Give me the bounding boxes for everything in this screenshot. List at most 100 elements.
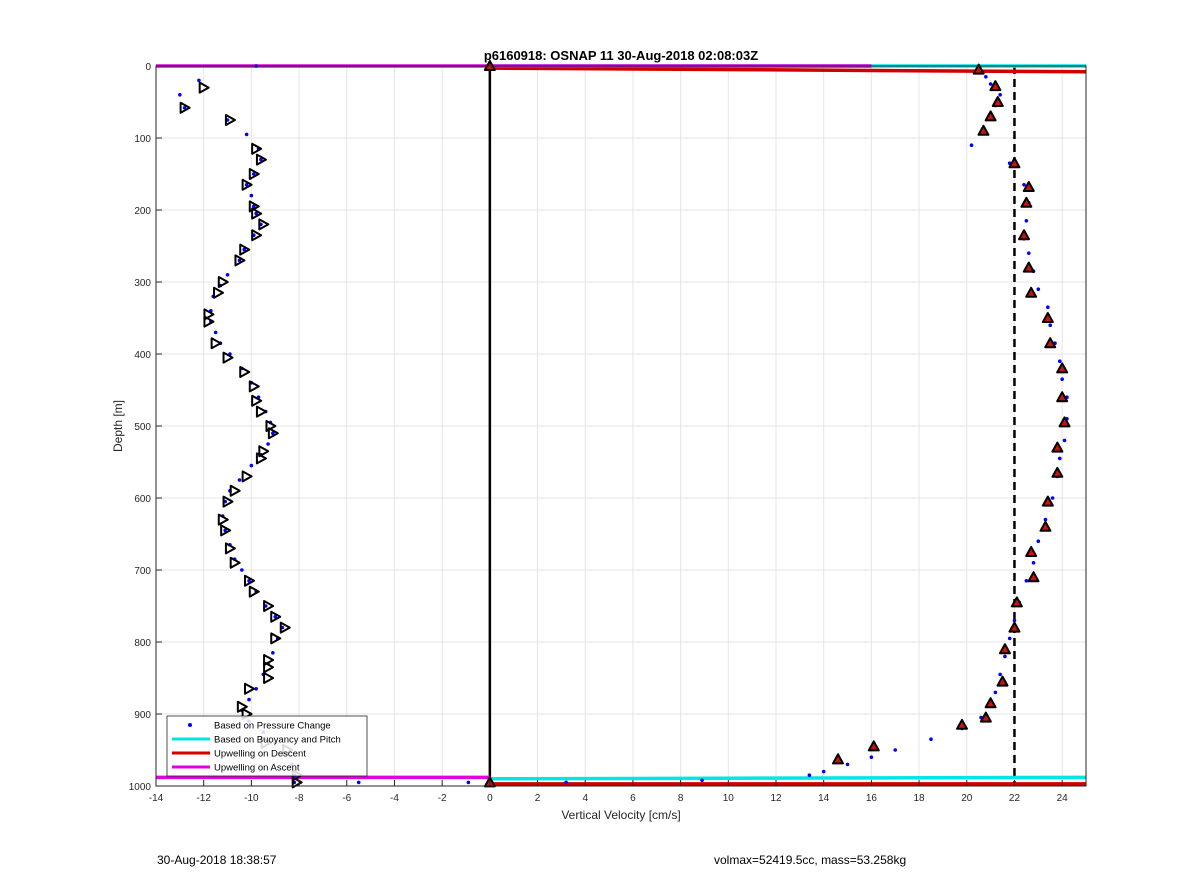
footer-timestamp: 30-Aug-2018 18:38:57	[157, 853, 277, 867]
data-point	[244, 183, 249, 187]
glide-marker	[248, 168, 260, 180]
data-point	[1062, 438, 1067, 443]
data-point	[213, 330, 218, 335]
glide-marker	[1025, 286, 1038, 298]
y-tick-label: 800	[134, 638, 151, 649]
x-tick-label: -8	[295, 793, 304, 804]
legend-label: Based on Buoyancy and Pitch	[214, 735, 341, 746]
data-point	[993, 690, 998, 695]
x-tick-label: 18	[914, 793, 926, 804]
y-tick-label: 300	[134, 278, 151, 289]
data-point	[564, 780, 568, 785]
glide-marker	[1022, 261, 1035, 273]
glide-marker	[1008, 621, 1021, 633]
x-tick-label: -12	[196, 793, 211, 804]
glide-marker	[972, 63, 985, 75]
legend-label: Upwelling on Descent	[214, 749, 306, 760]
glide-markers	[179, 60, 1071, 789]
glide-marker	[224, 542, 236, 555]
data-point	[1036, 287, 1041, 292]
glide-marker	[244, 574, 255, 587]
glide-marker	[996, 675, 1009, 687]
data-point	[807, 773, 812, 777]
glide-marker	[270, 610, 282, 623]
data-point	[251, 204, 256, 209]
footer-info: volmax=52419.5cc, mass=53.258kg	[714, 853, 907, 867]
glide-marker	[263, 661, 275, 674]
y-tick-label: 400	[134, 350, 151, 361]
data-point	[1036, 539, 1041, 543]
glide-marker	[255, 405, 267, 418]
glide-marker	[229, 556, 241, 569]
glide-marker	[239, 243, 251, 256]
x-tick-label: 2	[535, 793, 541, 804]
glide-marker	[234, 254, 246, 267]
glide-marker	[213, 286, 224, 299]
data-point	[1048, 323, 1053, 328]
x-tick-label: 10	[723, 793, 735, 804]
glide-marker	[998, 643, 1011, 655]
glide-marker	[251, 142, 263, 155]
y-tick-label: 900	[134, 710, 151, 721]
x-tick-label: 0	[487, 793, 493, 804]
glide-marker	[956, 718, 968, 730]
glide-marker	[1027, 571, 1040, 583]
data-point	[271, 431, 275, 436]
data-point	[240, 568, 244, 572]
data-point	[929, 737, 933, 741]
y-tick-label: 600	[134, 494, 151, 505]
data-point	[1046, 305, 1050, 310]
x-tick-label: 14	[818, 793, 830, 804]
data-point	[356, 780, 361, 785]
data-point	[244, 132, 249, 137]
data-point	[466, 780, 471, 785]
x-tick-label: 6	[630, 793, 636, 804]
data-point	[1057, 359, 1062, 364]
glide-marker	[224, 114, 236, 126]
data-point	[254, 687, 258, 691]
glide-marker	[1058, 416, 1071, 428]
glide-marker	[1056, 391, 1069, 403]
glide-marker	[222, 351, 234, 364]
glide-marker	[1051, 441, 1064, 453]
glide-marker	[229, 484, 241, 497]
glide-marker	[1010, 596, 1023, 608]
glide-marker	[244, 682, 255, 695]
data-point	[237, 258, 242, 263]
data-point	[869, 755, 874, 759]
glide-marker	[1008, 157, 1021, 169]
data-point	[1043, 517, 1048, 522]
data-point	[225, 273, 230, 277]
x-tick-label: 12	[770, 793, 782, 804]
glide-marker	[989, 80, 1002, 92]
data-point	[700, 778, 704, 783]
data-point	[1060, 377, 1064, 382]
glide-marker	[210, 337, 222, 350]
glide-marker	[1018, 229, 1030, 241]
glide-marker	[241, 470, 253, 483]
glide-marker	[270, 632, 282, 645]
glide-marker	[977, 124, 990, 136]
data-point	[247, 579, 251, 583]
data-point	[178, 93, 182, 97]
data-point	[1057, 456, 1062, 461]
data-point	[197, 78, 201, 83]
glide-marker	[1051, 466, 1064, 478]
y-tick-label: 1000	[129, 782, 152, 793]
data-point	[259, 157, 263, 162]
data-point	[984, 75, 988, 79]
data-point	[1031, 561, 1036, 565]
glide-marker	[991, 96, 1004, 107]
glide-marker	[263, 654, 275, 666]
glide-marker	[203, 315, 215, 328]
data-point	[821, 769, 826, 774]
x-tick-label: 22	[1009, 793, 1021, 804]
data-point	[223, 528, 227, 533]
data-point	[1024, 579, 1029, 583]
x-ticks: -14 -12 -10 -8 -6 -4 -2 0 2 4 6 8 10 12 14 16 18 20 22 24	[149, 780, 1068, 804]
glide-marker	[258, 445, 270, 458]
glide-marker	[1056, 362, 1069, 374]
glide-marker	[1039, 520, 1052, 532]
glide-marker	[217, 513, 229, 526]
data-point	[1022, 183, 1026, 187]
